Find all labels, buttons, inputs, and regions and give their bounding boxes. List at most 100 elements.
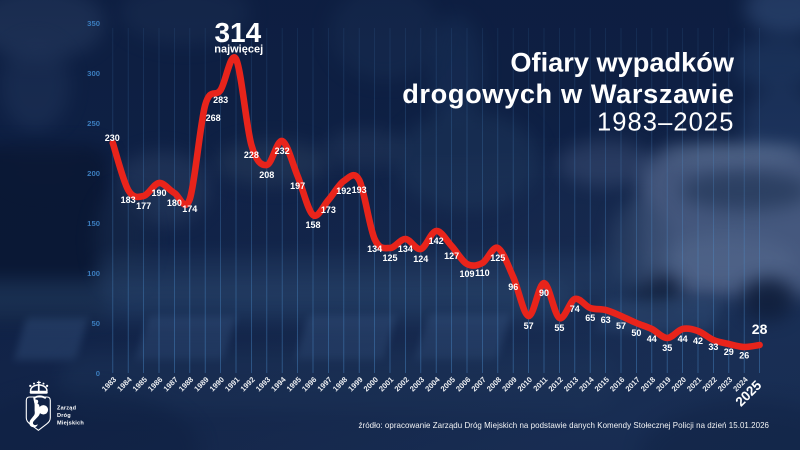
svg-text:1993: 1993 [254, 375, 272, 393]
svg-text:230: 230 [105, 133, 120, 143]
svg-text:29: 29 [724, 347, 734, 357]
svg-text:1991: 1991 [223, 375, 242, 394]
svg-text:1995: 1995 [285, 375, 304, 394]
svg-text:158: 158 [305, 220, 320, 230]
svg-text:134: 134 [367, 244, 382, 254]
svg-text:110: 110 [475, 268, 490, 278]
svg-text:2000: 2000 [362, 375, 380, 393]
svg-text:250: 250 [87, 119, 100, 128]
svg-text:2001: 2001 [377, 375, 396, 394]
svg-text:50: 50 [631, 328, 641, 338]
svg-text:300: 300 [87, 69, 100, 78]
svg-text:Zarząd: Zarząd [57, 406, 77, 412]
svg-text:1992: 1992 [238, 375, 256, 393]
svg-text:2006: 2006 [454, 375, 472, 393]
svg-text:2009: 2009 [500, 375, 518, 393]
svg-text:173: 173 [321, 205, 336, 215]
svg-text:2013: 2013 [562, 375, 580, 393]
svg-text:2014: 2014 [577, 375, 596, 394]
svg-text:35: 35 [662, 343, 672, 353]
svg-text:1989: 1989 [192, 375, 210, 393]
svg-text:1990: 1990 [208, 375, 226, 393]
svg-text:109: 109 [459, 269, 474, 279]
svg-text:314: 314 [214, 17, 261, 48]
svg-text:1984: 1984 [115, 375, 134, 394]
svg-text:26: 26 [739, 351, 749, 361]
svg-text:124: 124 [413, 254, 428, 264]
svg-text:1994: 1994 [269, 375, 288, 394]
svg-text:134: 134 [398, 244, 413, 254]
svg-text:2023: 2023 [716, 375, 734, 393]
svg-text:2003: 2003 [408, 375, 426, 393]
svg-text:1996: 1996 [300, 375, 318, 393]
svg-text:0: 0 [96, 369, 100, 378]
svg-text:127: 127 [444, 251, 459, 261]
svg-text:2021: 2021 [685, 375, 704, 394]
svg-text:2007: 2007 [469, 375, 487, 393]
svg-text:65: 65 [585, 313, 595, 323]
svg-text:200: 200 [87, 169, 100, 178]
svg-text:2012: 2012 [546, 375, 564, 393]
svg-text:125: 125 [382, 253, 397, 263]
svg-text:1988: 1988 [177, 375, 195, 393]
svg-text:74: 74 [570, 304, 580, 314]
svg-text:2016: 2016 [608, 375, 626, 393]
svg-text:2015: 2015 [593, 375, 612, 394]
svg-text:142: 142 [429, 236, 444, 246]
svg-text:2019: 2019 [654, 375, 672, 393]
svg-text:2018: 2018 [639, 375, 657, 393]
svg-text:197: 197 [290, 181, 305, 191]
svg-text:źródło: opracowanie Zarządu Dr: źródło: opracowanie Zarządu Dróg Miejski… [359, 421, 770, 430]
svg-text:228: 228 [244, 150, 259, 160]
svg-text:2011: 2011 [531, 375, 550, 394]
svg-text:190: 190 [151, 188, 166, 198]
svg-text:1986: 1986 [146, 375, 164, 393]
svg-text:192: 192 [336, 186, 351, 196]
svg-text:1987: 1987 [161, 375, 179, 393]
svg-text:1998: 1998 [331, 375, 349, 393]
svg-text:1999: 1999 [346, 375, 364, 393]
svg-text:90: 90 [539, 288, 549, 298]
svg-text:96: 96 [508, 282, 518, 292]
svg-text:1983–2025: 1983–2025 [597, 109, 735, 137]
svg-text:1983: 1983 [100, 375, 118, 393]
svg-text:Miejskich: Miejskich [57, 421, 84, 427]
svg-text:350: 350 [87, 19, 100, 28]
svg-text:1985: 1985 [131, 375, 150, 394]
svg-text:najwięcej: najwięcej [214, 44, 263, 56]
svg-text:208: 208 [259, 170, 274, 180]
svg-text:1997: 1997 [315, 375, 333, 393]
svg-text:drogowych w Warszawie: drogowych w Warszawie [402, 78, 734, 109]
svg-text:44: 44 [647, 334, 657, 344]
svg-text:180: 180 [167, 198, 182, 208]
svg-text:Ofiary wypadków: Ofiary wypadków [510, 47, 734, 78]
svg-text:174: 174 [182, 204, 197, 214]
svg-text:55: 55 [554, 323, 564, 333]
svg-text:232: 232 [275, 146, 290, 156]
svg-text:2002: 2002 [392, 375, 410, 393]
svg-text:2022: 2022 [700, 375, 718, 393]
svg-text:28: 28 [752, 321, 768, 337]
svg-text:33: 33 [708, 342, 718, 352]
svg-text:177: 177 [136, 201, 151, 211]
svg-text:2020: 2020 [670, 375, 688, 393]
svg-text:57: 57 [524, 321, 534, 331]
svg-text:268: 268 [206, 113, 221, 123]
svg-text:2010: 2010 [516, 375, 534, 393]
svg-text:283: 283 [213, 95, 228, 105]
svg-text:125: 125 [490, 253, 505, 263]
svg-text:63: 63 [601, 315, 611, 325]
svg-text:2005: 2005 [439, 375, 458, 394]
svg-text:42: 42 [693, 336, 703, 346]
svg-text:2008: 2008 [485, 375, 503, 393]
svg-text:2004: 2004 [423, 375, 442, 394]
svg-text:44: 44 [678, 334, 688, 344]
svg-text:100: 100 [87, 269, 100, 278]
svg-text:Dróg: Dróg [57, 413, 71, 419]
svg-text:183: 183 [121, 195, 136, 205]
svg-text:193: 193 [352, 185, 367, 195]
svg-text:2017: 2017 [623, 375, 641, 393]
svg-text:57: 57 [616, 321, 626, 331]
svg-text:50: 50 [91, 319, 100, 328]
svg-text:150: 150 [87, 219, 100, 228]
